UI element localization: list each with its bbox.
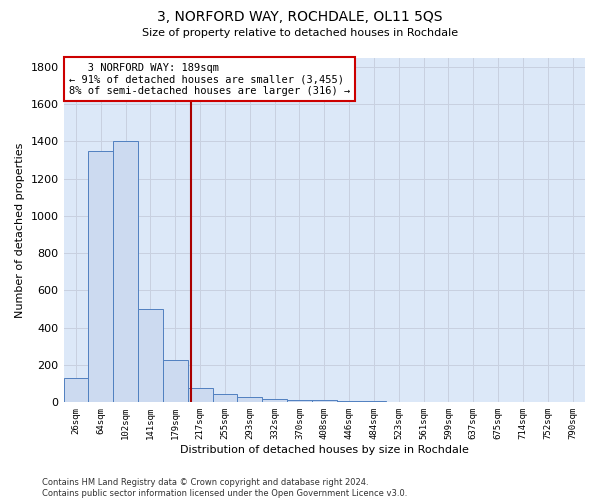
- Bar: [312, 400, 337, 402]
- Text: Contains HM Land Registry data © Crown copyright and database right 2024.
Contai: Contains HM Land Registry data © Crown c…: [42, 478, 407, 498]
- Bar: [337, 401, 362, 402]
- Bar: [212, 394, 238, 402]
- Bar: [262, 398, 287, 402]
- Bar: [138, 309, 163, 402]
- Bar: [163, 360, 188, 403]
- Y-axis label: Number of detached properties: Number of detached properties: [15, 142, 25, 318]
- Bar: [88, 150, 113, 402]
- Text: 3, NORFORD WAY, ROCHDALE, OL11 5QS: 3, NORFORD WAY, ROCHDALE, OL11 5QS: [157, 10, 443, 24]
- Text: Size of property relative to detached houses in Rochdale: Size of property relative to detached ho…: [142, 28, 458, 38]
- Bar: [188, 388, 212, 402]
- X-axis label: Distribution of detached houses by size in Rochdale: Distribution of detached houses by size …: [180, 445, 469, 455]
- Bar: [113, 142, 138, 402]
- Bar: [238, 397, 262, 402]
- Bar: [64, 378, 88, 402]
- Text: 3 NORFORD WAY: 189sqm
← 91% of detached houses are smaller (3,455)
8% of semi-de: 3 NORFORD WAY: 189sqm ← 91% of detached …: [69, 62, 350, 96]
- Bar: [287, 400, 312, 402]
